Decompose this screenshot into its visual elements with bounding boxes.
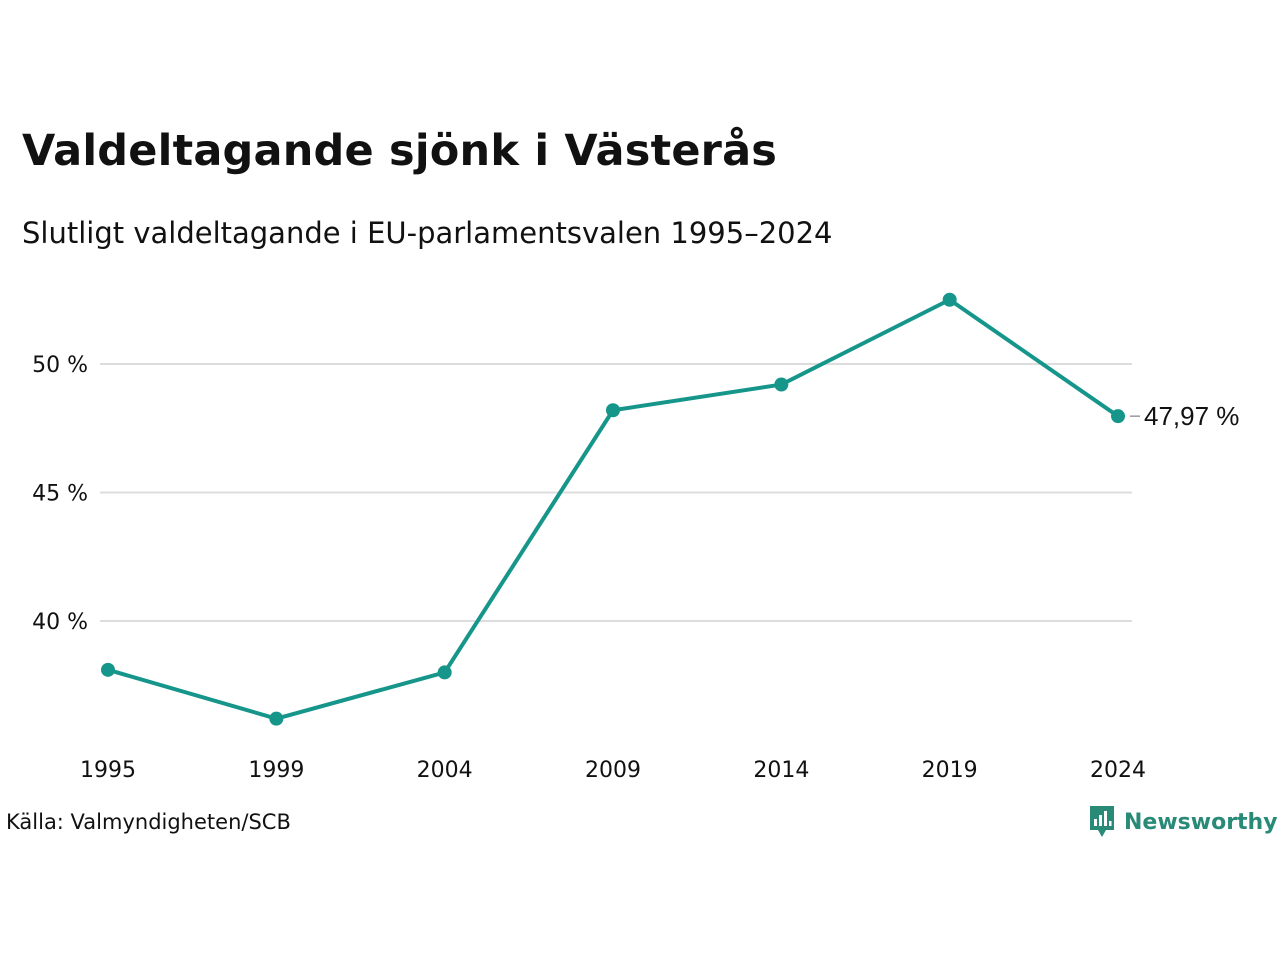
newsworthy-logo-icon — [1090, 806, 1114, 837]
data-point — [774, 377, 789, 392]
x-tick-label: 2009 — [585, 758, 641, 783]
y-tick-label: 50 % — [32, 353, 88, 378]
data-point — [437, 665, 452, 680]
data-point — [942, 292, 957, 307]
x-tick-label: 2024 — [1090, 758, 1146, 783]
end-label-group: 47,97 % — [1130, 401, 1239, 431]
brand-logo: Newsworthy — [1088, 804, 1278, 840]
brand-name: Newsworthy — [1124, 809, 1278, 835]
chart-title: Valdeltagande sjönk i Västerås — [22, 126, 778, 176]
x-tick-label: 1995 — [80, 758, 136, 783]
chart-subtitle: Slutligt valdeltagande i EU-parlamentsva… — [22, 216, 833, 250]
y-tick-label: 40 % — [32, 610, 88, 635]
end-value-label: 47,97 % — [1144, 401, 1239, 431]
data-point — [606, 403, 620, 418]
x-tick-label: 1999 — [248, 758, 304, 783]
gridlines — [100, 363, 1132, 622]
data-point — [101, 662, 115, 677]
x-axis-tick-labels: 1995 1999 2004 2009 2014 2019 2024 — [80, 758, 1146, 783]
data-point — [269, 711, 284, 726]
y-axis-tick-labels: 40 % 45 % 50 % — [32, 353, 88, 635]
x-tick-label: 2019 — [922, 758, 978, 783]
y-tick-label: 45 % — [32, 482, 88, 507]
data-point — [1111, 409, 1125, 424]
x-tick-label: 2014 — [753, 758, 809, 783]
series — [101, 292, 1125, 726]
series-line — [106, 297, 1120, 721]
x-tick-label: 2004 — [417, 758, 473, 783]
source-note: Källa: Valmyndigheten/SCB — [6, 810, 291, 834]
